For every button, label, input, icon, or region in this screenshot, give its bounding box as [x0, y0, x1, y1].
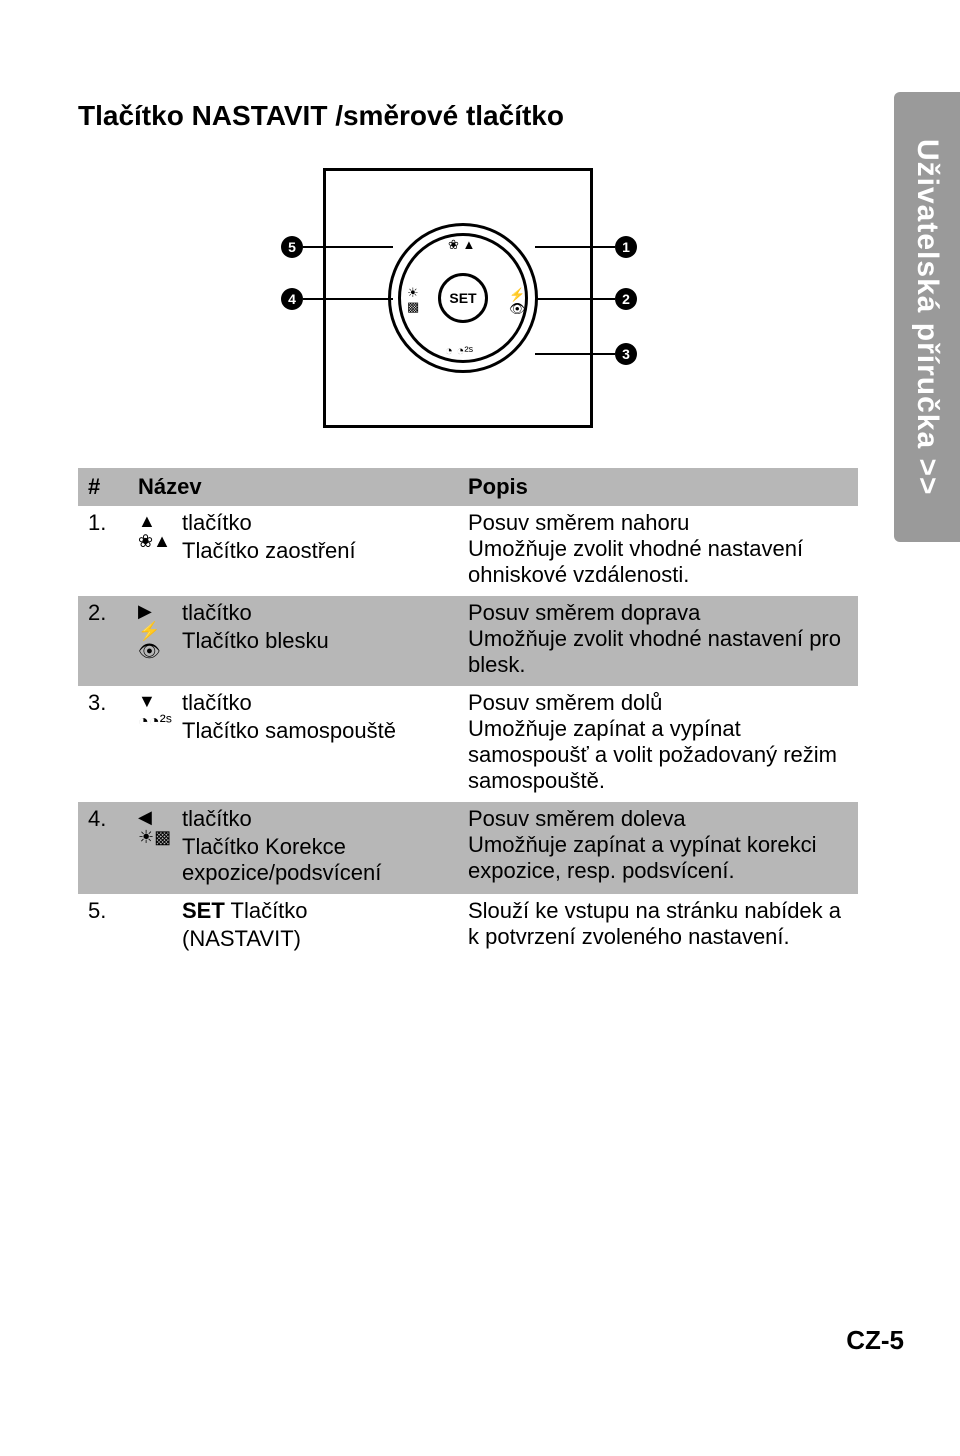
table-header: # Název Popis — [78, 468, 858, 506]
row-num: 4. — [88, 806, 138, 886]
row-name-line: tlačítko — [182, 690, 458, 716]
row-name-line: (NASTAVIT) — [182, 926, 458, 952]
row-icons: ◀☀▩ — [138, 806, 182, 886]
row-name-line: tlačítko — [182, 806, 458, 832]
page-title: Tlačítko NASTAVIT /směrové tlačítko — [78, 100, 960, 132]
row-icons: ▲❀▲ — [138, 510, 182, 588]
leader-line — [303, 246, 393, 248]
callout-1: 1 — [615, 236, 637, 258]
side-tab: Uživatelská příručka >> — [894, 92, 960, 542]
row-desc: Posuv směrem dolevaUmožňuje zapínat a vy… — [468, 806, 848, 886]
row-desc-line: Umožňuje zvolit vhodné nastavení pro ble… — [468, 626, 848, 678]
callout-4: 4 — [281, 288, 303, 310]
table-row: 4.◀☀▩tlačítkoTlačítko Korekce expozice/p… — [78, 802, 858, 894]
direction-icon: ◀ — [138, 808, 182, 828]
row-name: tlačítkoTlačítko samospouště — [182, 690, 468, 794]
table-row: 3.▼◔◔²ˢtlačítkoTlačítko samospouštěPosuv… — [78, 686, 858, 802]
page-number: CZ-5 — [846, 1325, 904, 1356]
row-num: 1. — [88, 510, 138, 588]
row-desc: Posuv směrem dolůUmožňuje zapínat a vypí… — [468, 690, 848, 794]
row-desc: Posuv směrem nahoruUmožňuje zvolit vhodn… — [468, 510, 848, 588]
leader-line — [535, 298, 615, 300]
row-desc-line: Posuv směrem doleva — [468, 806, 848, 832]
row-name-line: Tlačítko zaostření — [182, 538, 458, 564]
direction-icon: ▼ — [138, 692, 182, 712]
function-icon: ◔◔²ˢ — [138, 712, 182, 732]
row-name: tlačítkoTlačítko zaostření — [182, 510, 468, 588]
function-icon: ☀▩ — [138, 828, 182, 848]
button-table: # Název Popis 1.▲❀▲tlačítkoTlačítko zaos… — [78, 468, 858, 960]
row-desc-line: Umožňuje zapínat a vypínat samospoušť a … — [468, 716, 848, 794]
row-name: SET Tlačítko(NASTAVIT) — [182, 898, 468, 952]
table-row: 1.▲❀▲tlačítkoTlačítko zaostřeníPosuv smě… — [78, 506, 858, 596]
diagram: SET ❀ ▲ ⚡ 👁 ◔ ◔²ˢ ☀ ▩ 1 2 3 4 5 — [78, 158, 838, 438]
row-name-line: SET Tlačítko — [182, 898, 458, 924]
callout-2: 2 — [615, 288, 637, 310]
diagram-icon-left: ☀ ▩ — [407, 286, 419, 315]
diagram-icon-right: ⚡ 👁 — [509, 288, 526, 317]
leader-line — [535, 353, 615, 355]
row-num: 2. — [88, 600, 138, 678]
diagram-icon-bottom: ◔ ◔²ˢ — [445, 344, 473, 357]
eye-icon: 👁 — [509, 301, 526, 316]
row-name: tlačítkoTlačítko Korekce expozice/podsví… — [182, 806, 468, 886]
direction-icon: ▶ — [138, 602, 182, 622]
row-desc-line: Posuv směrem doprava — [468, 600, 848, 626]
table-row: 5.SET Tlačítko(NASTAVIT)Slouží ke vstupu… — [78, 894, 858, 960]
flash-icon: ⚡ — [509, 287, 525, 302]
table-row: 2.▶⚡👁tlačítkoTlačítko bleskuPosuv směrem… — [78, 596, 858, 686]
leader-line — [303, 298, 393, 300]
row-desc: Posuv směrem dopravaUmožňuje zvolit vhod… — [468, 600, 848, 678]
dial-center: SET — [438, 273, 488, 323]
row-icons: ▼◔◔²ˢ — [138, 690, 182, 794]
row-name-line: Tlačítko blesku — [182, 628, 458, 654]
row-name-line: Tlačítko samospouště — [182, 718, 458, 744]
function-icon: ⚡👁 — [138, 622, 182, 662]
callout-5: 5 — [281, 236, 303, 258]
th-desc: Popis — [468, 474, 848, 500]
diagram-icon-top: ❀ ▲ — [448, 238, 475, 251]
row-desc-line: Umožňuje zvolit vhodné nastavení ohnisko… — [468, 536, 848, 588]
th-num: # — [88, 474, 138, 500]
function-icon: ❀▲ — [138, 532, 182, 552]
callout-3: 3 — [615, 343, 637, 365]
page-root: Uživatelská příručka >> Tlačítko NASTAVI… — [0, 0, 960, 1456]
row-num: 3. — [88, 690, 138, 794]
row-desc-line: Umožňuje zapínat a vypínat korekci expoz… — [468, 832, 848, 884]
leader-line — [535, 246, 615, 248]
exposure-icon: ☀ — [407, 285, 419, 300]
direction-icon: ▲ — [138, 512, 182, 532]
row-name-line: Tlačítko Korekce expozice/podsvícení — [182, 834, 458, 886]
row-icons — [138, 898, 182, 952]
row-icons: ▶⚡👁 — [138, 600, 182, 678]
row-desc-line: Posuv směrem nahoru — [468, 510, 848, 536]
row-desc-line: Slouží ke vstupu na stránku nabídek a k … — [468, 898, 848, 950]
row-desc-line: Posuv směrem dolů — [468, 690, 848, 716]
backlight-icon: ▩ — [407, 299, 419, 314]
row-name-line: tlačítko — [182, 510, 458, 536]
row-name-line: tlačítko — [182, 600, 458, 626]
row-name: tlačítkoTlačítko blesku — [182, 600, 468, 678]
side-tab-text: Uživatelská příručka >> — [910, 139, 944, 496]
row-desc: Slouží ke vstupu na stránku nabídek a k … — [468, 898, 848, 952]
row-num: 5. — [88, 898, 138, 952]
th-name: Název — [138, 474, 468, 500]
